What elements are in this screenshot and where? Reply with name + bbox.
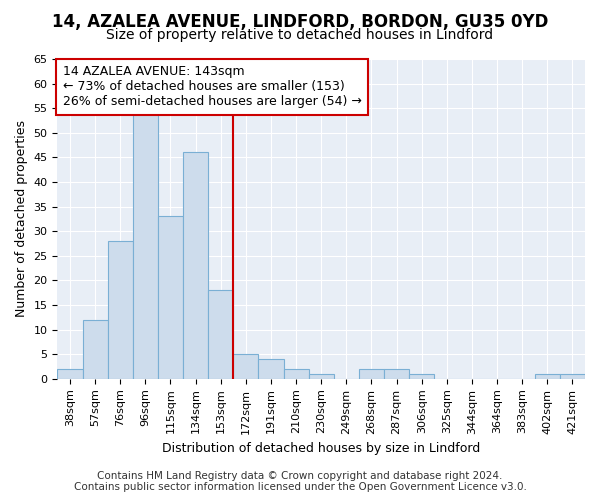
Text: Contains HM Land Registry data © Crown copyright and database right 2024.
Contai: Contains HM Land Registry data © Crown c… — [74, 471, 526, 492]
Bar — [208, 290, 233, 379]
Bar — [409, 374, 434, 379]
Text: Size of property relative to detached houses in Lindford: Size of property relative to detached ho… — [106, 28, 494, 42]
Bar — [259, 359, 284, 379]
Bar — [560, 374, 585, 379]
Bar — [535, 374, 560, 379]
Y-axis label: Number of detached properties: Number of detached properties — [15, 120, 28, 318]
Bar — [83, 320, 107, 379]
Text: 14, AZALEA AVENUE, LINDFORD, BORDON, GU35 0YD: 14, AZALEA AVENUE, LINDFORD, BORDON, GU3… — [52, 12, 548, 30]
Bar — [133, 113, 158, 379]
Bar — [58, 369, 83, 379]
Bar — [233, 354, 259, 379]
X-axis label: Distribution of detached houses by size in Lindford: Distribution of detached houses by size … — [162, 442, 481, 455]
Bar — [384, 369, 409, 379]
Bar — [183, 152, 208, 379]
Bar — [359, 369, 384, 379]
Text: 14 AZALEA AVENUE: 143sqm
← 73% of detached houses are smaller (153)
26% of semi-: 14 AZALEA AVENUE: 143sqm ← 73% of detach… — [62, 66, 362, 108]
Bar — [284, 369, 308, 379]
Bar — [158, 216, 183, 379]
Bar — [308, 374, 334, 379]
Bar — [107, 241, 133, 379]
